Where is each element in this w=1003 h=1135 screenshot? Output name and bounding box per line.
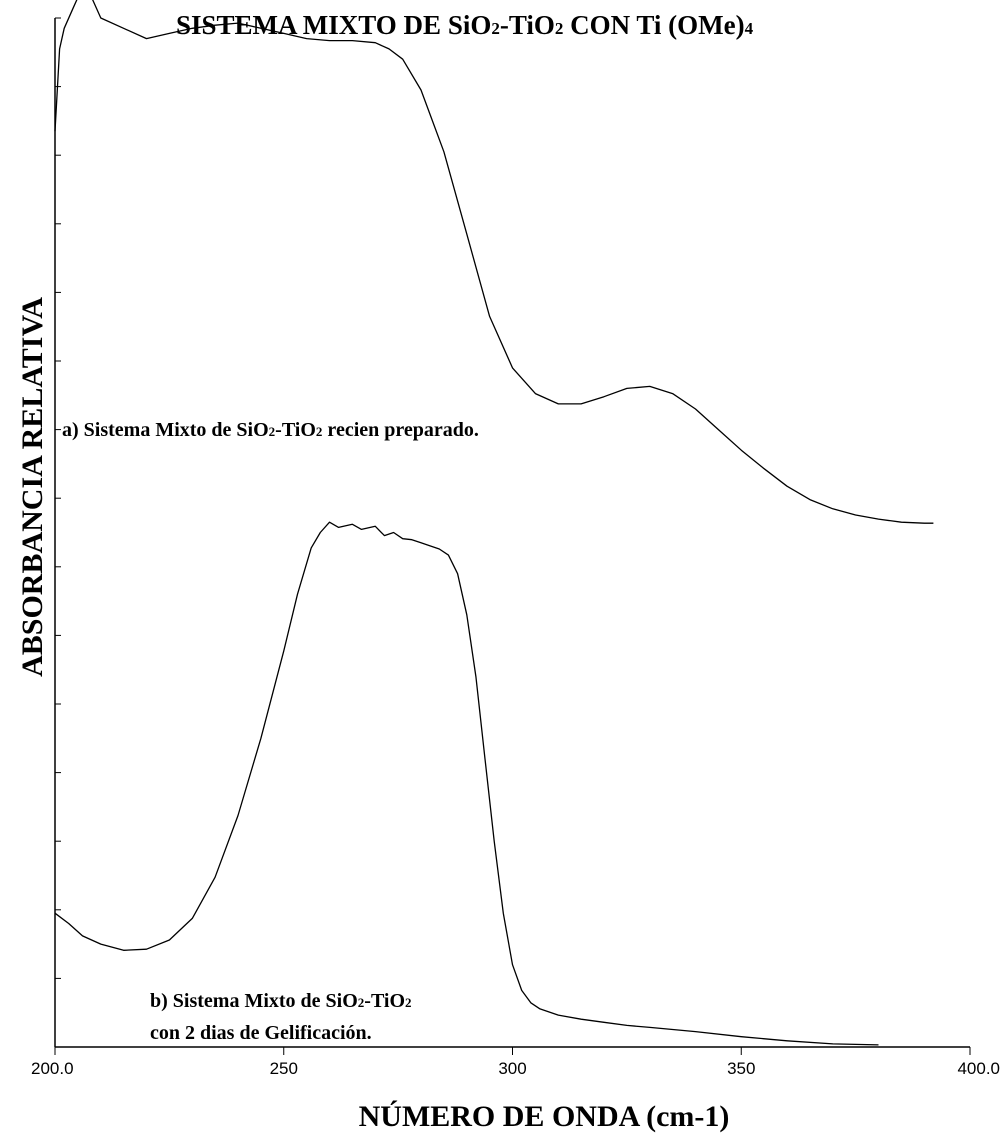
y-ticks (55, 17, 61, 1048)
annotation-a: a) Sistema Mixto de SiO2-TiO2 recien pre… (62, 419, 479, 441)
title-part-2: -TiO (500, 10, 555, 40)
x-tick-label: 250 (270, 1059, 298, 1078)
annotation-a-part-1: a) Sistema Mixto de SiO (62, 419, 269, 441)
annotation-b-line-1: b) Sistema Mixto de SiO2-TiO2 (150, 990, 412, 1012)
annotation-b-line-2: con 2 dias de Gelificación. (150, 1022, 372, 1044)
chart-title: SISTEMA MIXTO DE SiO2-TiO2 CON Ti (OMe)4 (176, 10, 754, 40)
annotation-b-part-1: b) Sistema Mixto de SiO (150, 990, 358, 1012)
x-tick-label: 350 (727, 1059, 755, 1078)
y-axis-label: ABSORBANCIA RELATIVA (16, 297, 49, 677)
x-tick-label: 200.0 (31, 1059, 74, 1078)
annotation-b-sub-1: 2 (358, 995, 365, 1010)
title-sub-2: 2 (555, 19, 564, 38)
title-sub-1: 2 (491, 19, 500, 38)
series-b-line (54, 521, 879, 1046)
title-part-1: SISTEMA MIXTO DE SiO (176, 10, 491, 40)
x-tick-label: 400.0 (957, 1059, 1000, 1078)
annotation-b-part-2: -TiO (364, 990, 405, 1012)
annotation-a-sub-1: 2 (269, 424, 276, 439)
x-tick-label: 300 (498, 1059, 526, 1078)
annotation-a-part-3: recien preparado. (322, 419, 478, 441)
annotation-a-part-2: -TiO (275, 419, 316, 441)
annotation-b-sub-2: 2 (405, 995, 412, 1010)
title-part-3: CON Ti (OMe) (563, 10, 744, 40)
x-ticks: 200.0 250 300 350 400.0 (31, 1047, 1000, 1078)
annotation-a-sub-2: 2 (316, 424, 323, 439)
title-sub-3: 4 (745, 19, 754, 38)
series-a-line (54, 0, 934, 524)
x-axis-label: NÚMERO DE ONDA (cm-1) (359, 1100, 730, 1133)
